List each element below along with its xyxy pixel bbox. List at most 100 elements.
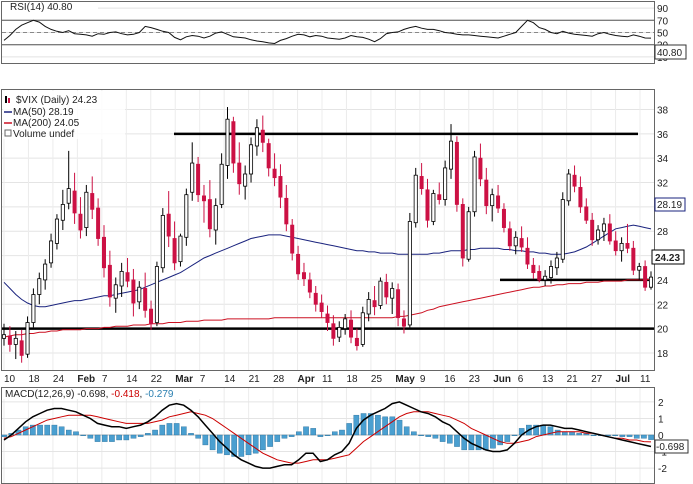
last-price-box	[651, 249, 685, 265]
ma50-value-box	[654, 197, 686, 212]
candle-body-74	[437, 194, 442, 200]
macd-hist-bar-58	[418, 434, 424, 437]
date-label-16: May	[395, 374, 415, 385]
date-label-4: 7	[102, 374, 108, 385]
candle-body-33	[196, 163, 201, 196]
date-label-1: 18	[28, 374, 40, 385]
candle-body-71	[419, 176, 424, 190]
macd-hist-bar-66	[475, 434, 482, 451]
candle-body-101	[596, 229, 601, 241]
candle-body-39	[231, 121, 236, 164]
candle-body-64	[378, 280, 383, 306]
price-axis: 3836343230282624222018	[657, 105, 669, 359]
candle-body-10	[60, 204, 65, 221]
macd-hist-bar-86	[619, 434, 626, 437]
macd-hist-bar-71	[511, 434, 518, 437]
macd-hist-bar-26	[188, 433, 194, 436]
date-label-7: Mar	[175, 374, 193, 385]
candle-body-65	[384, 281, 389, 298]
macd-hist-bar-18	[130, 434, 137, 439]
macd-hist-bar-61	[439, 434, 446, 442]
macd-hist-bar-46	[331, 431, 338, 436]
candle-body-84	[496, 195, 501, 209]
macd-hist-bar-82	[590, 434, 597, 437]
macd-hist-bar-43	[310, 428, 317, 436]
price-tick-label-0: 38	[657, 105, 669, 116]
candle-body-28	[166, 213, 171, 237]
candle-body-0	[2, 334, 7, 339]
date-label-5: 14	[126, 374, 138, 385]
candlesticks	[2, 107, 654, 363]
macd-hist-bar-13	[94, 434, 101, 442]
candle-body-82	[484, 179, 489, 207]
date-label-15: 25	[371, 374, 383, 385]
candle-body-102	[601, 223, 606, 232]
candle-body-72	[425, 189, 430, 221]
macd-histogram	[1, 413, 654, 457]
candle-body-12	[72, 190, 77, 214]
candle-body-77	[454, 141, 459, 205]
macd-value: -0.698	[77, 389, 106, 400]
candle-body-76	[449, 140, 454, 170]
date-label-26: 11	[640, 374, 651, 385]
candle-body-43	[254, 127, 259, 147]
macd-hist-bar-55	[396, 419, 403, 436]
date-label-0: 10	[4, 374, 16, 385]
candle-body-105	[619, 242, 624, 252]
candle-body-35	[207, 199, 212, 230]
macd-hist-bar-12	[87, 434, 94, 439]
candle-body-4	[25, 322, 30, 355]
macd-hist-bar-32	[231, 434, 237, 457]
macd-hist-bar-19	[137, 434, 144, 437]
candle-body-104	[613, 240, 618, 252]
date-label-23: 21	[567, 374, 579, 385]
macd-hist-bar-45	[324, 434, 331, 437]
macd-lines	[3, 401, 652, 469]
macd-hist-bar-51	[367, 413, 374, 436]
macd-hist-bar-47	[339, 429, 345, 436]
date-label-14: 18	[346, 374, 358, 385]
macd-hist-bar-15	[109, 434, 115, 442]
candle-body-95	[560, 199, 565, 260]
candle-body-7	[43, 263, 48, 281]
candle-body-34	[201, 195, 206, 202]
macd-hist-bar-17	[123, 434, 130, 441]
candle-body-21	[125, 272, 130, 282]
price-tick-label-10: 18	[657, 349, 669, 360]
candle-body-80	[472, 156, 477, 213]
price-tick-label-9: 20	[657, 325, 669, 336]
legend-ma50: MA(50) 28.19	[13, 107, 74, 118]
candle-body-13	[78, 213, 83, 231]
macd-hist-bar-10	[73, 431, 79, 436]
macd-hist-bar-41	[296, 431, 302, 436]
macd-hist-bar-69	[497, 434, 503, 446]
rsi-tick-label-0: 90	[657, 4, 669, 15]
rsi-value-box	[654, 44, 687, 60]
macd-hist-bar-87	[626, 434, 633, 437]
candle-body-100	[590, 219, 595, 241]
date-label-18: 16	[444, 374, 456, 385]
candle-body-56	[331, 323, 336, 339]
rsi-line	[3, 19, 652, 45]
candle-body-97	[572, 174, 577, 187]
macd-hist-bar-52	[375, 414, 381, 436]
candle-body-53	[313, 292, 318, 305]
macd-hist-bar-44	[317, 434, 324, 437]
macd-hist-bar-14	[101, 434, 108, 442]
date-label-13: 11	[322, 374, 333, 385]
candle-body-83	[490, 194, 495, 207]
candle-body-20	[119, 270, 124, 287]
macd-hist-bar-42	[303, 426, 309, 436]
candle-body-31	[184, 194, 189, 238]
date-label-8: 7	[200, 374, 206, 385]
candle-body-30	[178, 235, 183, 263]
date-label-6: 22	[151, 374, 163, 385]
price-tick-label-8: 22	[657, 300, 669, 311]
macd-hist-bar-37	[267, 434, 273, 447]
candle-body-17	[101, 236, 106, 269]
macd-hist-bar-64	[461, 434, 467, 451]
candle-body-81	[478, 157, 483, 180]
macd-hist-bar-50	[360, 413, 367, 436]
candle-body-103	[607, 223, 612, 242]
macd-hist-bar-56	[403, 426, 410, 436]
